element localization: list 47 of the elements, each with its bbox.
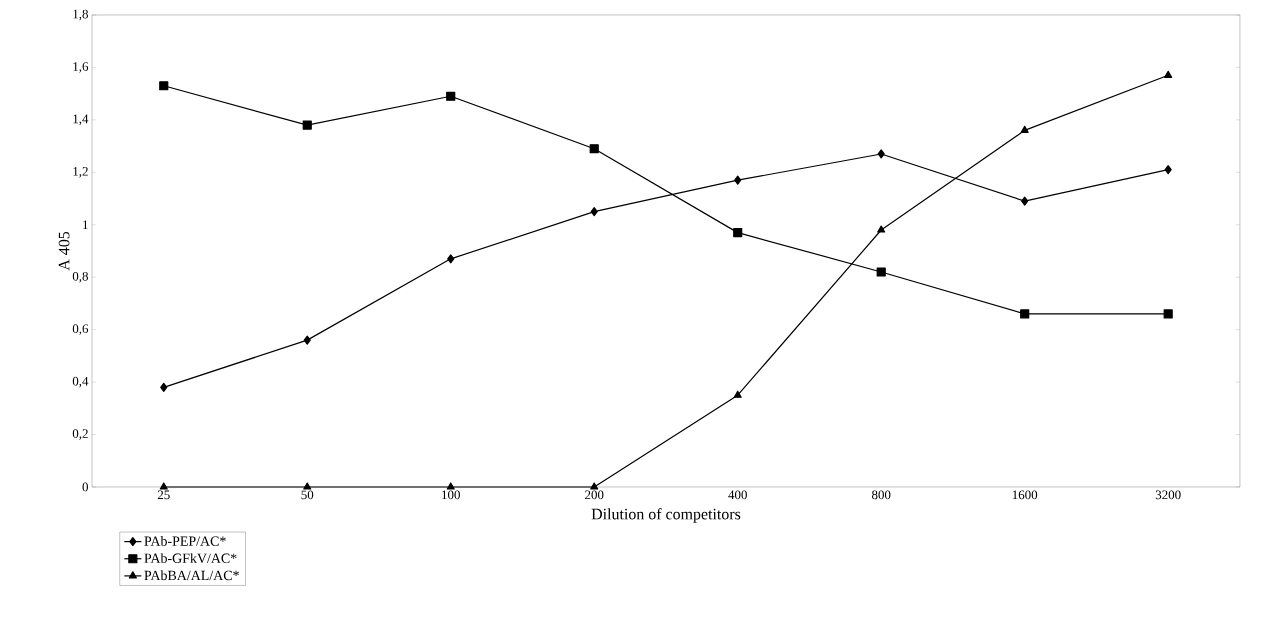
point: [446, 91, 456, 101]
y-tick-label: 0,2: [72, 429, 88, 440]
x-tick-label: 800: [871, 490, 891, 500]
point: [1020, 309, 1030, 319]
y-tick-label: 1: [83, 220, 88, 230]
point: [160, 382, 168, 392]
y-tick-label: 0,4: [72, 376, 89, 388]
x-tick-label: 25: [157, 490, 170, 500]
point: [877, 149, 885, 159]
legend-label: PAbBA/AL/AC*: [144, 570, 239, 581]
legend-label: PAb-PEP/AC*: [144, 536, 226, 546]
point: [733, 390, 742, 398]
point: [733, 228, 743, 238]
point: [590, 207, 598, 217]
x-tick-label: 3200: [1155, 490, 1181, 500]
legend-label: PAb-GFkV/AC*: [144, 553, 237, 564]
y-tick-label: 0,6: [72, 324, 89, 335]
point: [1163, 309, 1173, 319]
y-tick-label: 1,6: [73, 62, 89, 73]
x-axis-title: Dilution of competitors: [591, 508, 741, 523]
x-tick-label: 200: [585, 490, 604, 500]
point: [590, 482, 599, 490]
y-tick-label: 0: [82, 482, 88, 492]
point: [446, 482, 455, 490]
point: [877, 225, 886, 233]
point: [303, 335, 311, 345]
y-tick-label: 1,4: [73, 114, 89, 126]
point: [1164, 70, 1173, 78]
point: [589, 144, 599, 154]
point: [447, 254, 455, 264]
point: [1164, 165, 1172, 175]
point: [1021, 196, 1029, 206]
point: [159, 81, 169, 91]
x-tick-label: 50: [301, 490, 314, 500]
x-tick-label: 400: [728, 490, 747, 500]
point: [303, 482, 312, 490]
x-tick-label: 1600: [1012, 490, 1038, 500]
point: [302, 120, 312, 130]
point: [876, 267, 886, 277]
y-tick-label: 0,8: [72, 271, 88, 283]
y-tick-label: 1,2: [73, 167, 88, 178]
point: [159, 482, 168, 490]
point: [734, 175, 742, 185]
point: [1020, 125, 1029, 133]
y-tick-label: 1,8: [73, 9, 88, 21]
y-axis-title: A 405: [58, 231, 70, 271]
x-tick-label: 100: [442, 490, 460, 500]
